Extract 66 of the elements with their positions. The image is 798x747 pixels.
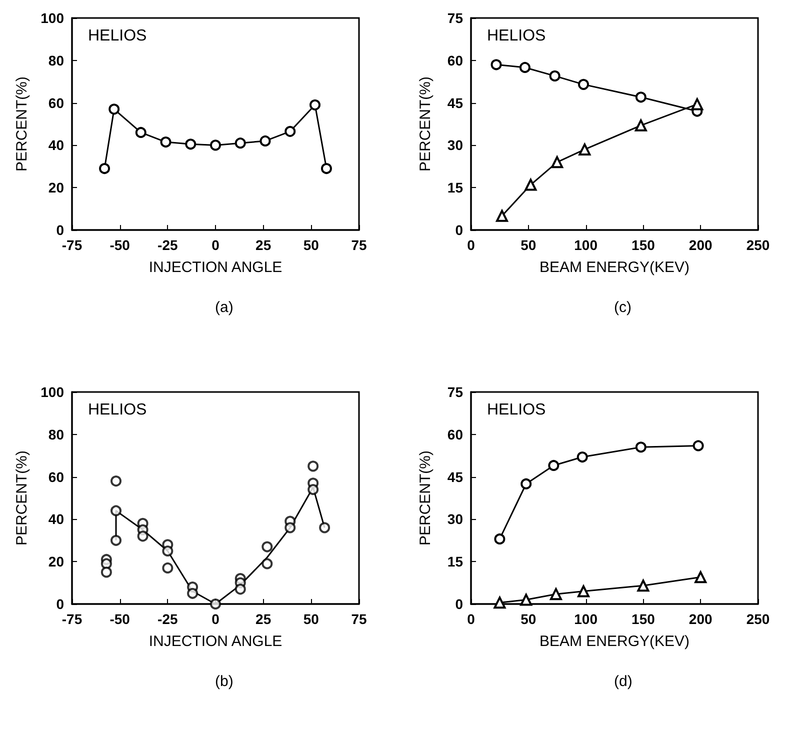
x-tick-label: -75 <box>62 237 82 253</box>
y-tick-label: 60 <box>447 426 464 442</box>
annotation: HELIOS <box>487 28 546 44</box>
annotation: HELIOS <box>487 402 546 418</box>
y-tick-label: 15 <box>447 180 464 196</box>
y-tick-label: 60 <box>48 94 64 111</box>
x-tick-label: 50 <box>520 237 536 253</box>
y-tick-label: 20 <box>48 180 64 196</box>
x-tick-label: 25 <box>256 611 272 627</box>
y-tick-label: 30 <box>447 511 464 528</box>
x-axis-title: BEAM ENERGY(KEV) <box>539 633 690 650</box>
y-tick-label: 15 <box>447 554 464 570</box>
x-tick-label: 100 <box>574 237 598 253</box>
x-tick-label: 25 <box>256 237 272 253</box>
x-tick-label: 50 <box>520 611 536 627</box>
y-axis-title: PERCENT(%) <box>417 76 434 172</box>
text: (b) <box>214 673 234 690</box>
y-tick-label: 75 <box>447 10 464 26</box>
y-tick-label: 80 <box>48 52 64 68</box>
x-tick-label: 200 <box>688 611 712 627</box>
y-tick-label: 75 <box>447 384 464 400</box>
y-tick-label: 0 <box>455 222 464 238</box>
x-tick-label: -50 <box>110 237 130 253</box>
x-tick-label: 50 <box>303 611 320 627</box>
text: (a) <box>214 299 234 316</box>
y-tick-label: 30 <box>447 137 464 154</box>
x-tick-label: 250 <box>746 237 770 253</box>
x-axis-title: BEAM ENERGY(KEV) <box>539 259 690 276</box>
y-tick-label: 45 <box>447 94 464 111</box>
y-tick-label: 45 <box>447 468 464 485</box>
x-tick-label: 0 <box>212 237 220 253</box>
y-tick-label: 100 <box>40 10 64 26</box>
y-axis-title: PERCENT(%) <box>417 450 434 546</box>
y-axis-title: PERCENT(%) <box>14 450 31 546</box>
text: (d) <box>614 673 632 690</box>
y-tick-label: 80 <box>48 426 64 442</box>
x-tick-label: 0 <box>467 237 476 253</box>
x-tick-label: 0 <box>212 611 220 627</box>
x-tick-label: 200 <box>688 237 712 253</box>
y-tick-label: 40 <box>48 137 64 154</box>
text: (c) <box>614 299 632 316</box>
y-tick-label: 20 <box>48 554 64 570</box>
x-axis-title: INJECTION ANGLE <box>148 259 282 276</box>
x-tick-label: 150 <box>632 611 656 627</box>
x-tick-label: 0 <box>467 611 476 627</box>
x-tick-label: -25 <box>158 611 178 627</box>
x-tick-label: 50 <box>303 237 320 253</box>
x-tick-label: 100 <box>574 611 598 627</box>
x-tick-label: 75 <box>351 611 367 627</box>
y-tick-label: 100 <box>40 384 64 400</box>
x-tick-label: 250 <box>746 611 770 627</box>
y-tick-label: 0 <box>56 222 64 238</box>
x-tick-label: 150 <box>632 237 656 253</box>
x-tick-label: -25 <box>158 237 178 253</box>
annotation: HELIOS <box>88 402 147 418</box>
y-axis-title: PERCENT(%) <box>14 76 31 172</box>
x-tick-label: 75 <box>351 237 367 253</box>
y-tick-label: 60 <box>447 52 464 68</box>
y-tick-label: 40 <box>48 511 64 528</box>
annotation: HELIOS <box>88 28 147 44</box>
y-tick-label: 0 <box>455 596 464 612</box>
x-tick-label: -75 <box>62 611 82 627</box>
x-tick-label: -50 <box>110 611 130 627</box>
y-tick-label: 60 <box>48 468 64 485</box>
y-tick-label: 0 <box>56 596 64 612</box>
x-axis-title: INJECTION ANGLE <box>148 633 282 650</box>
